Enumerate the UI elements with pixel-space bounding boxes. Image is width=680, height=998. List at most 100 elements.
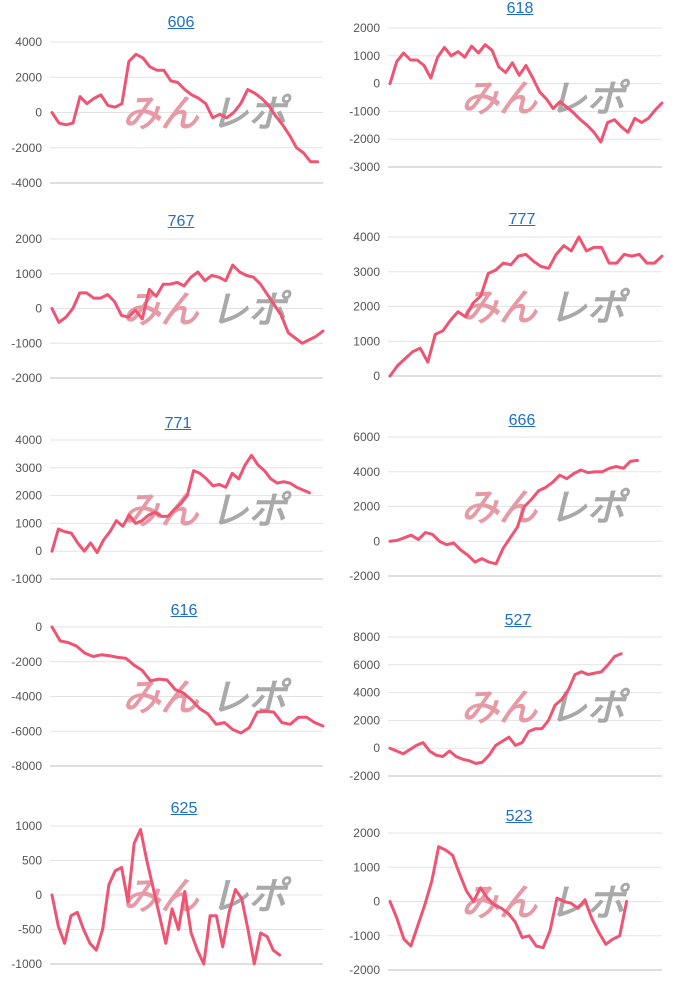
line-chart: -3000 -2000 -1000 0 1000 2000 みん レポ: [349, 21, 664, 174]
y-tick-label: 0: [35, 106, 42, 120]
series-line: [388, 652, 623, 765]
svg-text:みん: みん: [461, 288, 538, 330]
series-line: [388, 43, 664, 144]
y-tick-label: -4000: [11, 690, 42, 704]
series-line: [50, 828, 282, 966]
chart-title-link[interactable]: 767: [167, 213, 195, 230]
y-tick-label: 0: [35, 620, 42, 634]
y-tick-label: -2000: [349, 769, 380, 783]
svg-text:レポ: レポ: [211, 876, 293, 918]
chart-panel-666: -2000 0 2000 4000 6000 みん レポ 666: [340, 404, 680, 602]
chart-panel-523: -2000 -1000 0 1000 2000 みん レポ 523: [340, 800, 680, 998]
y-tick-label: 4000: [15, 35, 42, 49]
series-line: [388, 459, 639, 566]
y-tick-label: 500: [22, 854, 42, 868]
chart-panel-767: -2000 -1000 0 1000 2000 みん レポ 767: [0, 205, 340, 403]
svg-text:レポ: レポ: [549, 488, 631, 530]
y-tick-label: 0: [35, 302, 42, 316]
y-tick-label: 2000: [353, 826, 380, 840]
y-tick-label: 1000: [353, 49, 380, 63]
line-chart: -8000 -6000 -4000 -2000 0 みん レポ: [11, 620, 325, 773]
chart-title-link[interactable]: 625: [170, 800, 198, 817]
y-tick-label: 3000: [353, 265, 380, 279]
chart-panel-618: -3000 -2000 -1000 0 1000 2000 みん レポ 618: [340, 0, 680, 198]
watermark-logo: みん レポ: [461, 79, 631, 121]
chart-title-link[interactable]: 523: [505, 808, 533, 825]
y-tick-label: -2000: [349, 963, 380, 977]
svg-text:みん: みん: [461, 688, 538, 730]
y-tick-label: 2000: [353, 21, 380, 35]
y-tick-label: 1000: [353, 860, 380, 874]
line-chart: -2000 -1000 0 1000 2000 みん レポ: [349, 826, 662, 977]
svg-text:レポ: レポ: [549, 288, 631, 330]
y-tick-label: 6000: [353, 430, 380, 444]
series-line: [50, 625, 325, 735]
chart-panel-527: -2000 0 2000 4000 6000 8000 みん レポ 527: [340, 604, 680, 802]
svg-text:みん: みん: [461, 79, 538, 121]
watermark-logo: みん レポ: [122, 491, 292, 533]
y-tick-label: 4000: [353, 686, 380, 700]
chart-title-link[interactable]: 616: [170, 602, 198, 619]
y-tick-label: 6000: [353, 658, 380, 672]
line-chart: -4000 -2000 0 2000 4000 みん レポ: [11, 35, 323, 190]
watermark-logo: みん レポ: [122, 876, 292, 918]
y-tick-label: -2000: [349, 569, 380, 583]
y-tick-label: -1000: [11, 957, 42, 971]
y-tick-label: 2000: [15, 489, 42, 503]
svg-text:レポ: レポ: [549, 79, 631, 121]
chart-title-link[interactable]: 771: [164, 415, 192, 432]
series-line: [50, 263, 325, 345]
y-tick-label: 1000: [353, 334, 380, 348]
chart-title-link[interactable]: 606: [167, 14, 195, 31]
watermark-logo: みん レポ: [461, 488, 631, 530]
y-tick-label: 0: [373, 534, 380, 548]
watermark-logo: みん レポ: [461, 688, 631, 730]
y-tick-label: 0: [35, 888, 42, 902]
line-chart: 0 1000 2000 3000 4000 みん レポ: [353, 230, 664, 383]
y-tick-label: -2000: [11, 371, 42, 385]
y-tick-label: 0: [373, 369, 380, 383]
y-tick-label: 4000: [353, 465, 380, 479]
svg-text:みん: みん: [122, 678, 199, 720]
series-line: [50, 52, 320, 164]
line-chart: -1000 -500 0 500 1000 みん レポ: [11, 819, 323, 971]
y-tick-label: -1000: [349, 104, 380, 118]
watermark-logo: みん レポ: [461, 883, 631, 925]
chart-panel-606: -4000 -2000 0 2000 4000 みん レポ 606: [0, 6, 340, 204]
y-tick-label: 0: [373, 77, 380, 91]
y-tick-label: 3000: [15, 461, 42, 475]
chart-panel-616: -8000 -6000 -4000 -2000 0 みん レポ 616: [0, 594, 340, 792]
chart-title-link[interactable]: 527: [504, 612, 532, 629]
y-tick-label: 0: [373, 741, 380, 755]
y-tick-label: -6000: [11, 724, 42, 738]
y-tick-label: 1000: [15, 819, 42, 833]
watermark-logo: みん レポ: [461, 288, 631, 330]
y-tick-label: -2000: [11, 655, 42, 669]
y-tick-label: -1000: [349, 929, 380, 943]
y-tick-label: -2000: [11, 141, 42, 155]
watermark-logo: みん レポ: [122, 678, 292, 720]
y-tick-label: 1000: [15, 516, 42, 530]
y-tick-label: 2000: [353, 713, 380, 727]
y-tick-label: 8000: [353, 630, 380, 644]
svg-text:レポ: レポ: [549, 688, 631, 730]
series-line: [50, 453, 311, 555]
chart-panel-771: -1000 0 1000 2000 3000 4000 みん レポ 771: [0, 407, 340, 605]
y-tick-label: 2000: [15, 232, 42, 246]
chart-panel-625: -1000 -500 0 500 1000 みん レポ 625: [0, 792, 340, 990]
series-line: [388, 845, 629, 950]
chart-title-link[interactable]: 666: [508, 412, 536, 429]
y-tick-label: -1000: [11, 572, 42, 586]
chart-title-link[interactable]: 618: [506, 0, 534, 17]
svg-text:みん: みん: [461, 488, 538, 530]
y-tick-label: -8000: [11, 759, 42, 773]
line-chart: -2000 -1000 0 1000 2000 みん レポ: [11, 232, 325, 385]
svg-text:レポ: レポ: [211, 290, 293, 332]
chart-panel-777: 0 1000 2000 3000 4000 みん レポ 777: [340, 203, 680, 401]
line-chart: -1000 0 1000 2000 3000 4000 みん レポ: [11, 433, 323, 586]
y-tick-label: -1000: [11, 336, 42, 350]
chart-title-link[interactable]: 777: [508, 211, 536, 228]
svg-text:レポ: レポ: [211, 491, 293, 533]
watermark-logo: みん レポ: [122, 290, 292, 332]
y-tick-label: 1000: [15, 267, 42, 281]
